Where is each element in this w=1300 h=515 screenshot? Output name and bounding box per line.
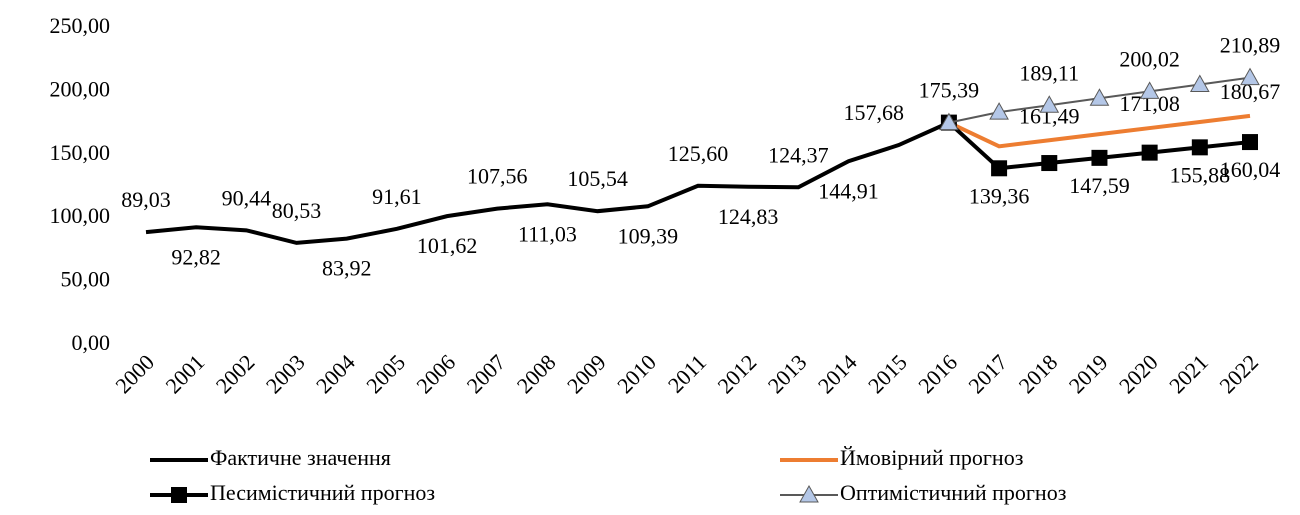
x-tick-label: 2011: [663, 349, 711, 397]
legend-label: Фактичне значення: [210, 445, 391, 470]
x-tick-label: 2009: [562, 349, 611, 398]
x-tick-label: 2000: [110, 349, 159, 398]
marker: [1240, 67, 1260, 86]
x-tick-label: 2007: [462, 349, 511, 398]
marker: [1189, 74, 1210, 92]
y-tick-label: 150,00: [50, 140, 111, 165]
marker: [1091, 149, 1108, 166]
legend-label: Ймовірний прогноз: [840, 445, 1023, 470]
series-line: [145, 120, 950, 245]
data-label: 124,83: [718, 204, 779, 229]
x-tick-label: 2017: [963, 349, 1012, 398]
data-label: 189,11: [1019, 60, 1079, 85]
legend-label: Песимістичний прогноз: [210, 480, 435, 505]
data-label: 125,60: [668, 141, 729, 166]
data-label: 124,37: [768, 142, 829, 167]
x-tick-label: 2022: [1214, 349, 1263, 398]
x-tick-label: 2004: [311, 349, 360, 398]
x-tick-label: 2012: [712, 349, 761, 398]
data-label: 210,89: [1220, 33, 1281, 58]
series-line: [948, 113, 1251, 149]
data-label: 147,59: [1069, 173, 1130, 198]
marker: [1139, 81, 1160, 99]
data-label: 111,03: [518, 221, 577, 246]
y-tick-label: 50,00: [61, 267, 111, 292]
marker: [1039, 95, 1060, 113]
x-tick-label: 2006: [411, 349, 460, 398]
x-tick-label: 2008: [512, 349, 561, 398]
x-tick-label: 2015: [863, 349, 912, 398]
x-tick-label: 2021: [1164, 349, 1213, 398]
data-label: 109,39: [618, 223, 679, 248]
data-label: 160,04: [1220, 157, 1281, 182]
data-label: 155,88: [1170, 162, 1231, 187]
x-tick-label: 2013: [763, 349, 812, 398]
data-label: 90,44: [222, 185, 272, 210]
marker: [1089, 88, 1110, 106]
x-tick-label: 2002: [211, 349, 260, 398]
marker: [989, 102, 1009, 120]
x-tick-label: 2019: [1064, 349, 1113, 398]
data-label: 92,82: [171, 244, 221, 269]
data-label: 175,39: [919, 78, 980, 103]
data-label: 139,36: [969, 183, 1030, 208]
x-tick-label: 2014: [813, 349, 862, 398]
marker: [1191, 139, 1208, 156]
x-tick-label: 2001: [160, 349, 209, 398]
legend-marker: [171, 487, 187, 503]
legend-label: Оптимістичний прогноз: [840, 480, 1066, 505]
x-tick-label: 2005: [361, 349, 410, 398]
marker: [1041, 155, 1058, 172]
marker: [1141, 144, 1158, 161]
y-tick-label: 200,00: [50, 76, 111, 101]
data-label: 105,54: [567, 166, 628, 191]
data-label: 91,61: [372, 184, 422, 209]
x-tick-label: 2003: [261, 349, 310, 398]
data-label: 200,02: [1119, 46, 1180, 71]
marker: [1242, 134, 1258, 151]
data-label: 101,62: [417, 233, 478, 258]
legend-marker: [799, 484, 819, 503]
x-tick-label: 2016: [913, 349, 962, 398]
data-label: 80,53: [272, 198, 322, 223]
y-tick-label: 0,00: [72, 330, 111, 355]
x-tick-label: 2018: [1014, 349, 1063, 398]
y-tick-label: 250,00: [50, 13, 111, 38]
data-label: 107,56: [467, 164, 528, 189]
data-label: 83,92: [322, 256, 372, 281]
data-label: 157,68: [843, 100, 904, 125]
data-label: 144,91: [818, 178, 879, 203]
x-tick-label: 2010: [612, 349, 661, 398]
y-tick-label: 100,00: [50, 203, 111, 228]
marker: [939, 112, 959, 131]
x-tick-label: 2020: [1114, 349, 1163, 398]
data-label: 89,03: [121, 187, 171, 212]
marker: [991, 160, 1008, 177]
